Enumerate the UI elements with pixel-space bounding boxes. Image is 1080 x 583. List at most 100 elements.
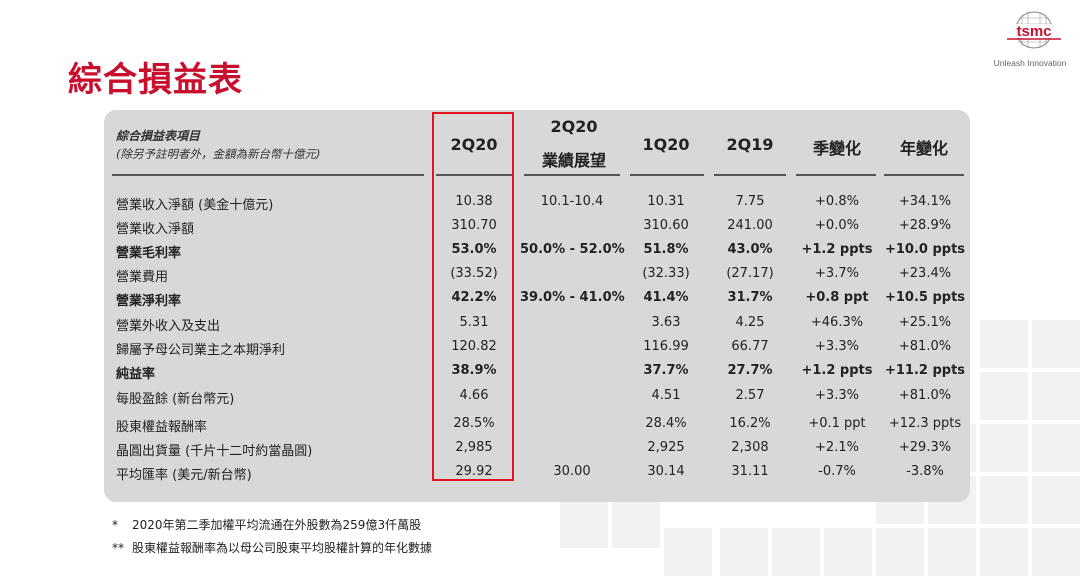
header-underline-2q19 bbox=[714, 174, 786, 176]
row-label: 營業費用 bbox=[116, 270, 169, 285]
cell-yoy: +10.0 ppts bbox=[884, 242, 966, 257]
logo-tagline: Unleash Innovation bbox=[993, 58, 1067, 68]
cell-1q20: 3.63 bbox=[651, 315, 681, 330]
cell-qoq: +0.8% bbox=[815, 194, 859, 209]
cell-1q20: 30.14 bbox=[647, 464, 685, 479]
cell-1q20: 10.31 bbox=[647, 194, 685, 209]
footnote-mark: * bbox=[112, 518, 118, 532]
cell-qoq: +46.3% bbox=[810, 315, 864, 330]
cell-2q20: 53.0% bbox=[451, 242, 497, 257]
cell-qoq: -0.7% bbox=[818, 464, 856, 479]
cell-yoy: +81.0% bbox=[898, 339, 952, 354]
cell-qoq: +2.1% bbox=[815, 440, 859, 455]
cell-2q20: 28.5% bbox=[453, 416, 495, 431]
cell-qoq: +3.7% bbox=[815, 266, 859, 281]
cell-2q19: 43.0% bbox=[727, 242, 773, 257]
footnote-text: 2020年第二季加權平均流通在外股數為259億3仟萬股 bbox=[132, 518, 422, 532]
cell-1q20: 310.60 bbox=[643, 218, 689, 233]
cell-2q19: 4.25 bbox=[735, 315, 765, 330]
cell-1q20: (32.33) bbox=[642, 266, 690, 281]
cell-yoy: +10.5 ppts bbox=[884, 290, 966, 305]
cell-2q20: 5.31 bbox=[459, 315, 489, 330]
cell-2q19: 27.7% bbox=[727, 363, 773, 378]
header-underline-1q20 bbox=[630, 174, 704, 176]
cell-2q20: 29.92 bbox=[455, 464, 493, 479]
cell-guidance: 10.1-10.4 bbox=[540, 194, 604, 209]
cell-yoy: +28.9% bbox=[898, 218, 952, 233]
cell-2q19: 241.00 bbox=[727, 218, 773, 233]
column-header-guidance-line1: 2Q20 bbox=[550, 117, 598, 136]
cell-1q20: 4.51 bbox=[651, 388, 681, 403]
cell-qoq: +1.2 ppts bbox=[801, 363, 873, 378]
row-label: 營業毛利率 bbox=[116, 246, 182, 261]
cell-qoq: +0.0% bbox=[815, 218, 859, 233]
footnote-text: 股東權益報酬率為以母公司股東平均股權計算的年化數據 bbox=[132, 541, 433, 555]
cell-2q19: 7.75 bbox=[735, 194, 765, 209]
column-header-guidance-line2: 業績展望 bbox=[541, 151, 606, 170]
row-label: 每股盈餘 (新台幣元) bbox=[116, 392, 235, 407]
row-label: 晶圓出貨量 (千片十二吋約當晶圓) bbox=[116, 444, 313, 459]
cell-yoy: +11.2 ppts bbox=[884, 363, 966, 378]
row-label: 營業外收入及支出 bbox=[116, 319, 221, 334]
row-label: 歸屬予母公司業主之本期淨利 bbox=[116, 343, 286, 358]
cell-yoy: +12.3 ppts bbox=[888, 416, 962, 431]
header-underline-guidance bbox=[524, 174, 620, 176]
cell-yoy: +23.4% bbox=[898, 266, 952, 281]
cell-qoq: +3.3% bbox=[815, 339, 859, 354]
column-header-yoy: 年變化 bbox=[899, 139, 948, 158]
header-underline-desc bbox=[112, 174, 424, 176]
logo-text: tsmc bbox=[1016, 23, 1051, 40]
cell-2q19: 16.2% bbox=[729, 416, 771, 431]
footnote-1: * 2020年第二季加權平均流通在外股數為259億3仟萬股 bbox=[112, 516, 421, 533]
column-header-2q19: 2Q19 bbox=[726, 135, 774, 154]
cell-qoq: +0.8 ppt bbox=[805, 290, 869, 305]
column-header-1q20: 1Q20 bbox=[642, 135, 690, 154]
page-title: 綜合損益表 bbox=[68, 60, 243, 100]
column-header-2q20: 2Q20 bbox=[450, 135, 498, 154]
row-label: 股東權益報酬率 bbox=[116, 420, 208, 435]
highlight-box-2q20 bbox=[432, 112, 514, 481]
cell-guidance: 30.00 bbox=[553, 464, 591, 479]
cell-2q19: 2,308 bbox=[731, 440, 769, 455]
cell-guidance: 39.0% - 41.0% bbox=[520, 290, 625, 305]
cell-1q20: 28.4% bbox=[645, 416, 687, 431]
cell-qoq: +1.2 ppts bbox=[801, 242, 873, 257]
cell-2q20: 38.9% bbox=[451, 363, 497, 378]
table-header-description: 綜合損益表項目 bbox=[116, 129, 201, 143]
cell-2q20: 2,985 bbox=[455, 440, 493, 455]
cell-2q19: 31.11 bbox=[731, 464, 769, 479]
header-underline-yoy bbox=[884, 174, 964, 176]
cell-yoy: +34.1% bbox=[898, 194, 952, 209]
footnote-mark: ** bbox=[112, 541, 124, 555]
cell-yoy: -3.8% bbox=[906, 464, 944, 479]
cell-2q20: 120.82 bbox=[451, 339, 497, 354]
footnote-2: ** 股東權益報酬率為以母公司股東平均股權計算的年化數據 bbox=[112, 539, 432, 556]
cell-2q20: 10.38 bbox=[455, 194, 493, 209]
cell-1q20: 2,925 bbox=[647, 440, 685, 455]
cell-2q19: 66.77 bbox=[731, 339, 769, 354]
cell-2q19: 31.7% bbox=[727, 290, 773, 305]
cell-2q19: 2.57 bbox=[735, 388, 765, 403]
cell-2q20: (33.52) bbox=[450, 266, 498, 281]
cell-2q20: 310.70 bbox=[451, 218, 497, 233]
cell-qoq: +0.1 ppt bbox=[808, 416, 866, 431]
row-label: 純益率 bbox=[116, 367, 156, 382]
cell-2q19: (27.17) bbox=[726, 266, 774, 281]
header-underline-2q20 bbox=[436, 174, 512, 176]
header-underline-qoq bbox=[796, 174, 876, 176]
cell-2q20: 4.66 bbox=[459, 388, 489, 403]
cell-2q20: 42.2% bbox=[451, 290, 497, 305]
cell-yoy: +25.1% bbox=[898, 315, 952, 330]
table-header-unit-note: (除另予註明者外，金額為新台幣十億元) bbox=[116, 147, 321, 161]
cell-1q20: 116.99 bbox=[643, 339, 689, 354]
row-label: 平均匯率 (美元/新台幣) bbox=[116, 468, 252, 483]
row-label: 營業淨利率 bbox=[116, 294, 182, 309]
row-label: 營業收入淨額 (美金十億元) bbox=[116, 198, 274, 213]
cell-1q20: 51.8% bbox=[643, 242, 689, 257]
cell-1q20: 37.7% bbox=[643, 363, 689, 378]
tsmc-logo: tsmc bbox=[1007, 11, 1061, 49]
row-label: 營業收入淨額 bbox=[116, 222, 195, 237]
cell-qoq: +3.3% bbox=[815, 388, 859, 403]
cell-guidance: 50.0% - 52.0% bbox=[520, 242, 625, 257]
cell-1q20: 41.4% bbox=[643, 290, 689, 305]
